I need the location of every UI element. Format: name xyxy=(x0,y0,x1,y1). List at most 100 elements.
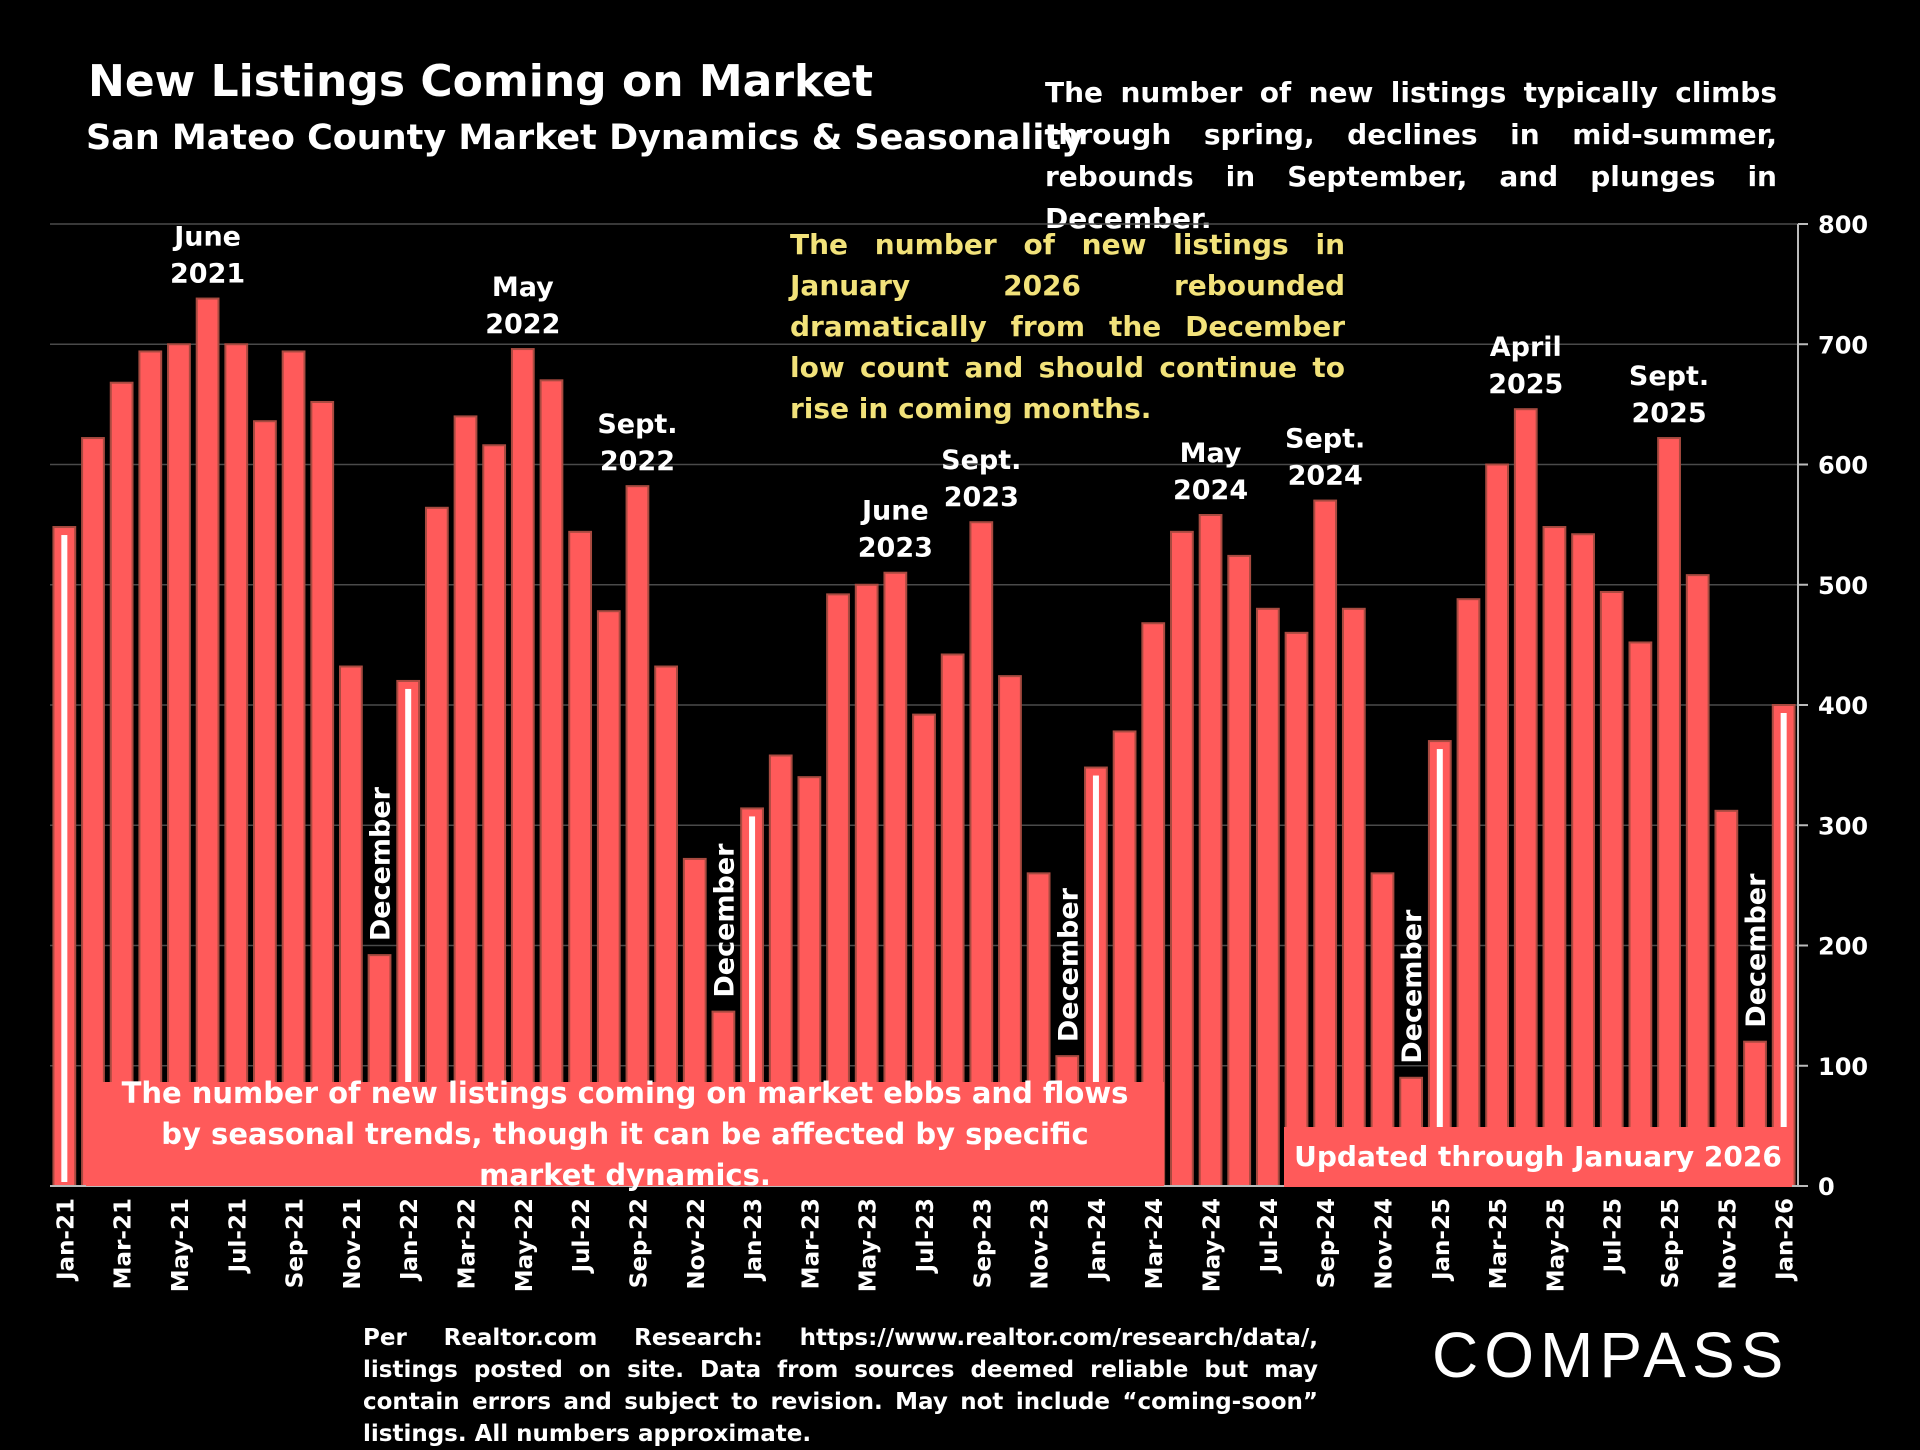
x-tick-label: May-23 xyxy=(856,1198,882,1292)
x-tick-label: Jul-21 xyxy=(225,1198,251,1274)
peak-annotation: Sept. xyxy=(597,409,677,440)
y-tick-label: 200 xyxy=(1818,933,1868,961)
compass-logo: COMPASS xyxy=(1432,1319,1790,1391)
december-annotation: December xyxy=(1741,873,1772,1028)
bar xyxy=(1685,574,1710,1187)
december-annotation: December xyxy=(1397,909,1428,1064)
peak-annotation: 2022 xyxy=(485,309,560,340)
december-annotation: December xyxy=(709,843,740,998)
x-tick-label: Mar-22 xyxy=(455,1198,481,1289)
peak-annotation: Sept. xyxy=(941,445,1021,476)
x-tick-label: Sep-25 xyxy=(1658,1198,1684,1288)
x-tick-label: Jan-23 xyxy=(741,1198,767,1282)
x-tick-label: May-25 xyxy=(1543,1198,1569,1292)
x-tick-label: Mar-23 xyxy=(798,1198,824,1289)
x-tick-label: Mar-24 xyxy=(1142,1198,1168,1289)
x-tick-label: Nov-24 xyxy=(1371,1198,1397,1290)
bar xyxy=(1170,530,1194,1187)
updated-box: Updated through January 2026 xyxy=(1284,1127,1792,1187)
y-tick-label: 100 xyxy=(1818,1053,1868,1081)
bar xyxy=(1227,554,1252,1187)
bar xyxy=(510,348,535,1187)
x-tick-label: Sep-21 xyxy=(283,1198,309,1288)
january-marker xyxy=(749,816,756,1182)
bar xyxy=(167,343,191,1187)
chart-subtitle: San Mateo County Market Dynamics & Seaso… xyxy=(86,118,1084,158)
peak-annotation: Sept. xyxy=(1629,361,1709,392)
bar xyxy=(253,420,277,1187)
bar xyxy=(453,415,478,1187)
bar xyxy=(109,381,134,1188)
x-tick-label: Nov-22 xyxy=(684,1198,710,1290)
x-tick-label: Nov-21 xyxy=(340,1198,366,1290)
x-tick-label: Jul-25 xyxy=(1601,1198,1627,1274)
peak-annotation: May xyxy=(492,272,554,303)
peak-annotation: 2021 xyxy=(170,259,245,290)
peak-annotation: June xyxy=(860,496,929,527)
bar xyxy=(1341,607,1366,1187)
bar xyxy=(1313,499,1338,1187)
bar xyxy=(310,400,335,1188)
january-marker xyxy=(1780,713,1787,1182)
bar xyxy=(1255,607,1280,1187)
peak-annotation: June xyxy=(172,222,241,253)
y-tick-label: 400 xyxy=(1818,692,1868,720)
bar xyxy=(1456,598,1481,1187)
x-tick-label: Sep-24 xyxy=(1314,1198,1340,1288)
y-tick-label: 800 xyxy=(1818,211,1868,239)
bar xyxy=(1284,631,1309,1187)
x-tick-label: May-22 xyxy=(512,1198,538,1292)
peak-annotation: 2023 xyxy=(944,482,1019,513)
bar xyxy=(1657,437,1681,1188)
peak-annotation: 2025 xyxy=(1488,369,1563,400)
peak-annotation: 2024 xyxy=(1173,475,1248,506)
peak-annotation: 2023 xyxy=(858,533,933,564)
x-tick-label: Nov-23 xyxy=(1028,1198,1054,1290)
callout-text: The number of new listings in January 20… xyxy=(790,228,1345,425)
bar xyxy=(138,350,163,1187)
peak-annotation: Sept. xyxy=(1285,424,1365,455)
y-tick-label: 500 xyxy=(1818,572,1868,600)
bar xyxy=(1485,463,1510,1187)
january-marker xyxy=(405,688,412,1182)
december-annotation: December xyxy=(366,786,397,941)
bar xyxy=(539,379,564,1187)
bar xyxy=(81,437,105,1188)
chart-description: The number of new listings typically cli… xyxy=(1045,76,1777,235)
peak-annotation: 2024 xyxy=(1288,461,1363,492)
source-note: Per Realtor.com Research: https://www.re… xyxy=(363,1325,1318,1447)
bar xyxy=(1628,641,1653,1187)
bar xyxy=(195,297,220,1187)
x-tick-label: Jan-21 xyxy=(53,1198,79,1282)
seasonal-note-box: The number of new listings coming on mar… xyxy=(86,1076,1164,1192)
y-tick-label: 600 xyxy=(1818,452,1868,480)
x-tick-label: Jul-24 xyxy=(1257,1198,1283,1274)
y-tick-label: 700 xyxy=(1818,331,1868,359)
january-marker xyxy=(1436,749,1443,1182)
x-tick-label: Jul-22 xyxy=(569,1198,595,1274)
y-tick-label: 300 xyxy=(1818,812,1868,840)
bar xyxy=(1599,590,1624,1187)
december-annotation: December xyxy=(1053,887,1084,1042)
x-tick-label: Sep-23 xyxy=(970,1198,996,1288)
x-tick-label: Jul-23 xyxy=(913,1198,939,1274)
chart-title: New Listings Coming on Market xyxy=(88,56,873,107)
bar xyxy=(1571,533,1595,1187)
bar xyxy=(1198,514,1223,1187)
seasonal-note-text: The number of new listings coming on mar… xyxy=(121,1075,1129,1192)
bar xyxy=(1513,408,1538,1187)
x-tick-label: Jan-24 xyxy=(1085,1198,1111,1282)
bar xyxy=(1542,526,1567,1187)
bar xyxy=(281,350,306,1187)
x-tick-label: Jan-26 xyxy=(1773,1198,1799,1282)
peak-annotation: 2025 xyxy=(1631,398,1706,429)
x-tick-label: Jan-25 xyxy=(1429,1198,1455,1282)
january-marker xyxy=(61,535,68,1182)
peak-annotation: 2022 xyxy=(600,446,675,477)
x-tick-label: Jan-22 xyxy=(397,1198,423,1282)
x-tick-label: May-24 xyxy=(1200,1198,1226,1292)
x-tick-label: Sep-22 xyxy=(626,1198,652,1288)
peak-annotation: April xyxy=(1490,332,1562,363)
x-tick-label: Nov-25 xyxy=(1715,1198,1741,1290)
